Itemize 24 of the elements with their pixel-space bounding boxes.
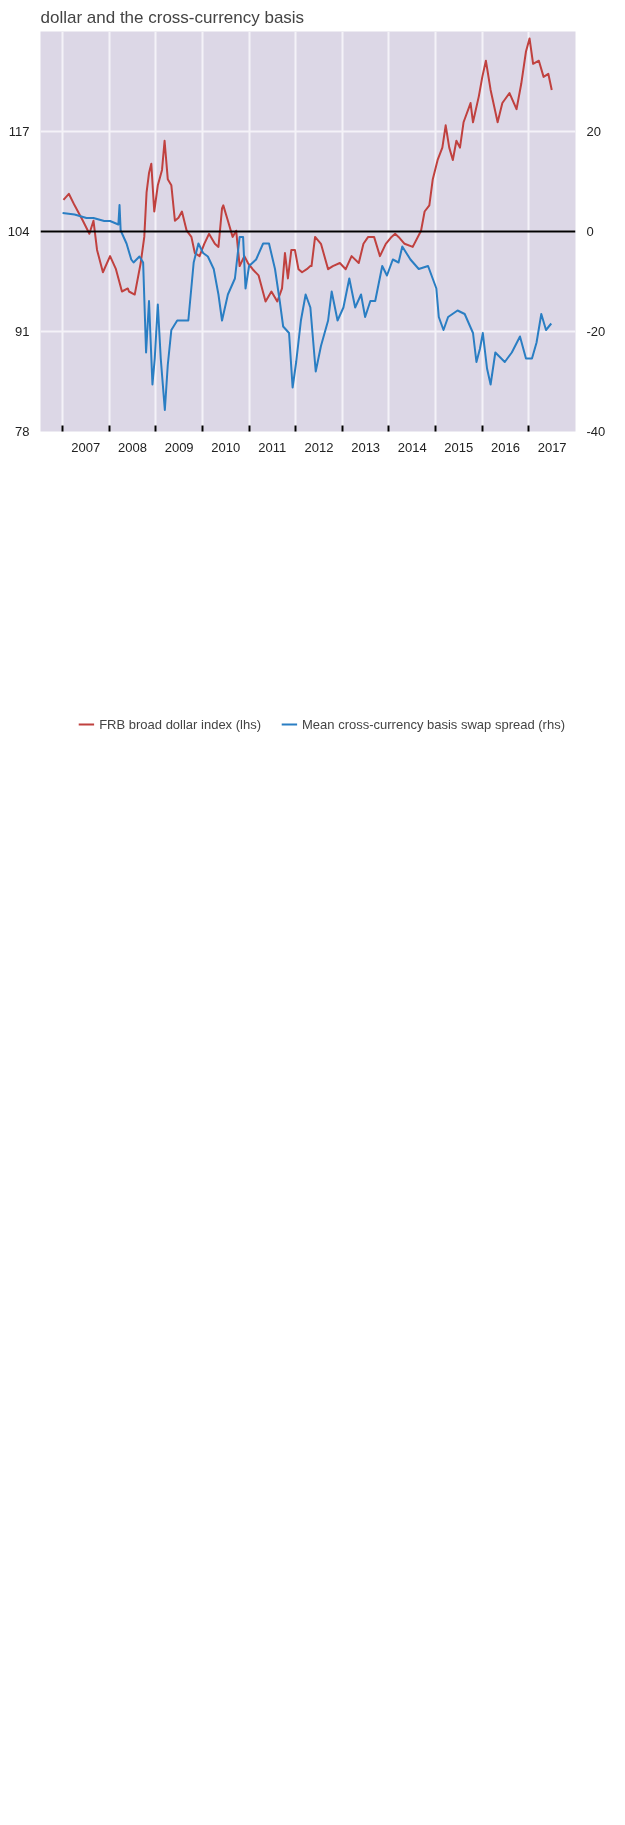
x-tick-label: 2009	[164, 439, 194, 455]
legend-label: Mean cross-currency basis swap spread (rhs)	[302, 716, 565, 732]
y-tick-label: 91	[15, 324, 30, 339]
chart-title: dollar and the cross-currency basis	[40, 7, 305, 27]
x-tick-label: 2007	[71, 439, 101, 455]
x-tick-label: 2008	[118, 439, 147, 455]
y2-tick-label: -20	[586, 324, 606, 339]
x-tick-label: 2013	[351, 439, 381, 455]
x-tick-label: 2017	[537, 439, 567, 455]
y2-tick-label: 0	[586, 224, 594, 239]
x-tick-label: 2012	[304, 439, 334, 455]
line-series	[61, 204, 553, 411]
y2-tick-label: 20	[586, 124, 601, 139]
x-tick-label: 2015	[444, 439, 474, 455]
line-series	[62, 37, 553, 303]
x-tick-label: 2010	[211, 439, 241, 455]
legend-label: FRB broad dollar index (lhs)	[99, 716, 262, 732]
y-tick-label: 78	[15, 424, 30, 439]
y2-tick-label: -40	[586, 424, 606, 439]
x-tick-label: 2011	[258, 439, 287, 455]
x-tick-label: 2014	[397, 439, 427, 455]
x-tick-label: 2016	[491, 439, 521, 455]
y-tick-label: 117	[8, 124, 30, 139]
y-tick-label: 104	[7, 224, 30, 239]
